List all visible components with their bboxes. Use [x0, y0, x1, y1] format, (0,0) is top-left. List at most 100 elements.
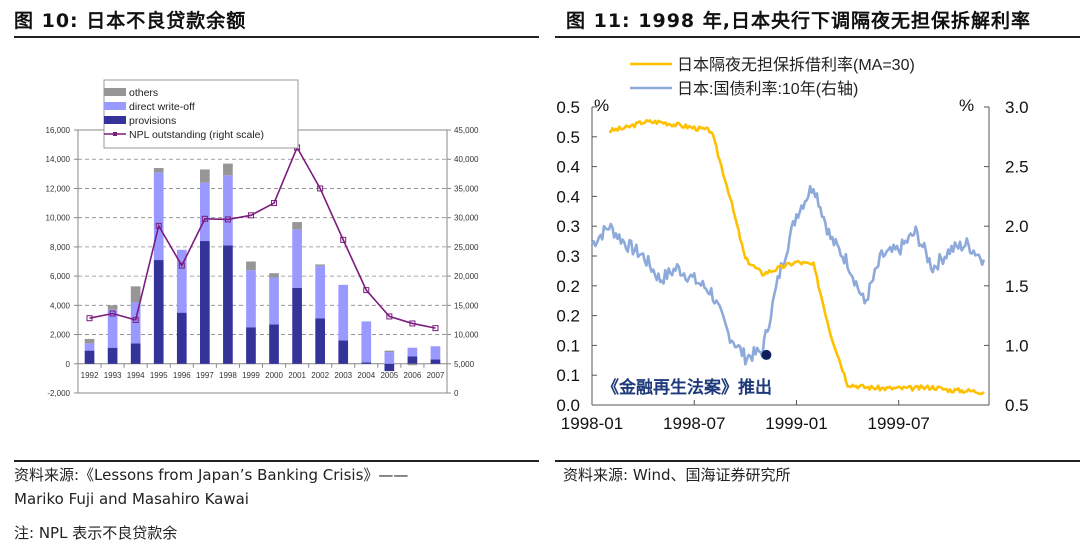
y2-tick-label: 30,000	[454, 214, 479, 223]
x-tick-label: 2006	[404, 371, 422, 380]
npl-marker	[363, 287, 370, 294]
legend-label-jgb: 日本:国债利率:10年(右轴)	[677, 80, 858, 98]
bar-others	[407, 363, 418, 366]
y-unit-label: %	[594, 96, 609, 115]
x-tick-label: 2000	[265, 371, 283, 380]
left-note: 注: NPL 表示不良贷款余	[14, 524, 178, 542]
npl-marker	[317, 185, 324, 192]
npl-marker	[432, 325, 439, 332]
x-tick-label: 1999-01	[765, 414, 827, 433]
legend: 日本隔夜无担保拆借利率(MA=30) 日本:国债利率:10年(右轴)	[630, 56, 915, 98]
bar-direct-write-off	[246, 270, 256, 328]
bar-provisions	[130, 343, 141, 364]
y2-tick-label: 25,000	[454, 243, 479, 252]
npl-marker	[409, 320, 416, 327]
x-tick-label: 2001	[288, 371, 306, 380]
npl-marker	[86, 315, 93, 322]
x-tick-label: 2007	[427, 371, 445, 380]
left-source-line2: Mariko Fuji and Masahiro Kawai	[14, 490, 249, 508]
bar-direct-write-off	[315, 265, 325, 319]
legend-swatch	[104, 88, 126, 96]
npl-line	[89, 145, 436, 329]
rate-chart: 0.0 0.1 0.1 0.2 0.2 0.3 0.3 0.4 0.4 0.5 0.5 0.5 1.0 1…	[556, 56, 1029, 433]
bar-others	[200, 169, 210, 183]
legend-label: NPL outstanding (right scale)	[129, 129, 264, 141]
y2-tick-label: 1.0	[1005, 336, 1029, 355]
y-tick-label: 0.5	[556, 98, 580, 117]
y-tick-label: 10,000	[46, 214, 71, 223]
x-tick-label: 1997	[196, 371, 214, 380]
y-tick-label: 0	[66, 360, 71, 369]
x-tick-label: 1993	[104, 371, 122, 380]
y-tick-label: 0.3	[556, 247, 580, 266]
bar-provisions	[407, 356, 418, 364]
legend-marker	[113, 132, 117, 136]
bar-provisions	[223, 245, 233, 364]
left-source-rule	[14, 460, 539, 462]
y-tick-label: 0.5	[556, 128, 580, 147]
bar-direct-write-off	[407, 347, 418, 357]
x-tick-label: 1996	[173, 371, 191, 380]
bar-direct-write-off	[361, 321, 372, 363]
bar-provisions	[430, 359, 441, 364]
y-tick-label: -2,000	[47, 389, 70, 398]
npl-chart: -2,000 0 2,000 4,000 6,000 8,000 10,000 12,000 1…	[46, 79, 479, 398]
bar-others	[130, 286, 141, 303]
x-tick-label: 1999	[242, 371, 260, 380]
right-source: 资料来源: Wind、国海证券研究所	[563, 466, 791, 484]
right-source-rule	[555, 460, 1080, 462]
bar-others	[292, 222, 302, 230]
left-source-line1: 资料来源:《Lessons from Japan’s Banking Crisi…	[14, 466, 409, 484]
bar-provisions	[84, 350, 95, 364]
x-tick-label: 1999-07	[868, 414, 930, 433]
overnight-rate-line	[608, 118, 985, 396]
x-tick-label: 2004	[357, 371, 375, 380]
bar-provisions	[246, 327, 256, 364]
bar-provisions	[292, 287, 302, 364]
y2-tick-label: 2.0	[1005, 217, 1029, 236]
y2-tick-label: 3.0	[1005, 98, 1029, 117]
legend-label: provisions	[129, 115, 176, 127]
left-source: 资料来源:《Lessons from Japan’s Banking Crisi…	[14, 463, 408, 545]
y-tick-label: 0.2	[556, 307, 580, 326]
x-tick-label: 2002	[311, 371, 329, 380]
y2-tick-label: 15,000	[454, 301, 479, 310]
jgb-10y-line	[590, 184, 986, 366]
right-figure-title: 图 11: 1998 年,日本央行下调隔夜无担保拆解利率	[566, 10, 1031, 32]
left-title-rule	[14, 36, 539, 38]
bar-direct-write-off	[223, 175, 233, 246]
legend: others direct write-off provisions NPL outs…	[103, 79, 299, 149]
bar-provisions	[361, 362, 372, 364]
npl-marker	[178, 262, 185, 269]
bar-direct-write-off	[292, 229, 302, 288]
bar-direct-write-off	[430, 346, 441, 360]
y-tick-label: 8,000	[50, 243, 71, 252]
npl-marker	[155, 222, 162, 229]
npl-marker	[201, 215, 208, 222]
bar-provisions	[384, 363, 395, 372]
legend-label-overnight: 日本隔夜无担保拆借利率(MA=30)	[677, 56, 915, 74]
y-tick-label: 0.4	[556, 187, 580, 206]
y2-tick-label: 40,000	[454, 155, 479, 164]
bar-others	[107, 305, 118, 310]
bar-direct-write-off	[384, 352, 395, 364]
bar-direct-write-off	[338, 284, 349, 341]
y-tick-label: 2,000	[50, 331, 71, 340]
x-tick-label: 1994	[127, 371, 145, 380]
y2-unit-label: %	[959, 96, 974, 115]
y2-tick-label: 0.5	[1005, 396, 1029, 415]
bar-others	[246, 261, 256, 271]
y-tick-label: 0.3	[556, 217, 580, 236]
legend-label: others	[129, 87, 158, 99]
y2-tick-label: 45,000	[454, 126, 479, 135]
bar-others	[315, 264, 325, 266]
legend-swatch	[104, 102, 126, 110]
x-tick-label: 1995	[150, 371, 168, 380]
y2-tick-label: 5,000	[454, 360, 475, 369]
y-tick-label: 0.1	[556, 336, 580, 355]
y-tick-label: 14,000	[46, 155, 71, 164]
x-tick-label: 2005	[380, 371, 398, 380]
bar-direct-write-off	[269, 277, 279, 325]
bar-direct-write-off	[200, 182, 210, 242]
y-tick-label: 0.4	[556, 158, 580, 177]
